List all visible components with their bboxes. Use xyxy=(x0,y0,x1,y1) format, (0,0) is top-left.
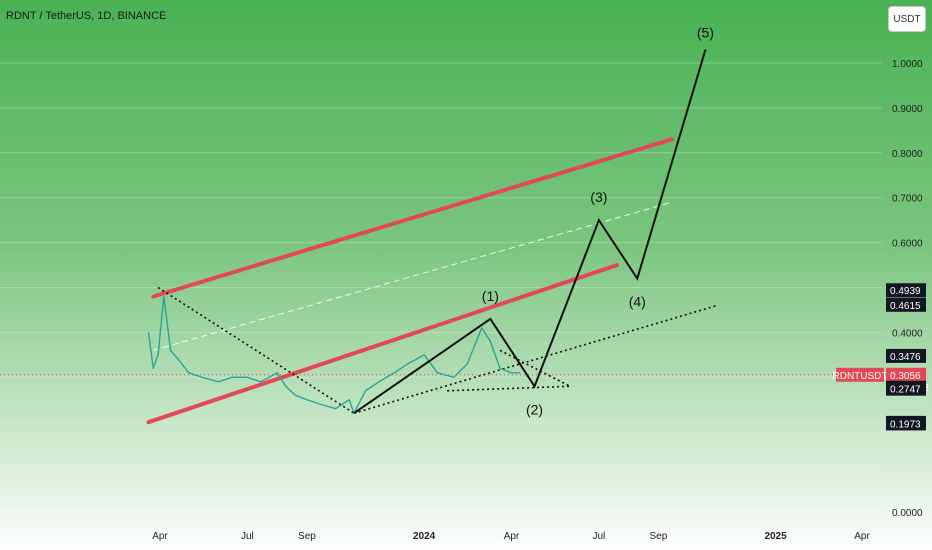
x-tick-label: 2024 xyxy=(413,531,436,542)
x-tick-label: Apr xyxy=(504,531,520,542)
price-tag-label: 0.3476 xyxy=(890,352,921,363)
wave-label: (4) xyxy=(629,294,646,310)
price-tag-label: 0.2747 xyxy=(890,385,921,396)
y-tick-label: 1.0000 xyxy=(892,59,923,70)
wave-label: (3) xyxy=(590,189,607,205)
y-tick-label: 0.6000 xyxy=(892,239,923,250)
unit-button[interactable]: USDT xyxy=(888,6,926,32)
y-tick-label: 0.0000 xyxy=(892,508,923,519)
price-tag xyxy=(886,283,926,298)
channel-lower-line xyxy=(146,263,620,425)
wave-label: (5) xyxy=(697,25,714,41)
y-tick-label: 0.9000 xyxy=(892,104,923,115)
x-tick-label: Apr xyxy=(152,531,168,542)
triangle-lower-line xyxy=(447,385,571,392)
price-tag xyxy=(886,297,926,312)
y-tick-label: 0.7000 xyxy=(892,194,923,205)
channel-upper-line xyxy=(151,137,674,299)
ascending-support-line xyxy=(353,304,718,414)
price-tag-label: 0.4615 xyxy=(890,301,921,312)
symbol-tag xyxy=(836,367,884,382)
x-tick-label: Jul xyxy=(592,531,605,542)
x-tick-label: Jul xyxy=(241,531,254,542)
x-tick-label: 2025 xyxy=(764,531,787,542)
x-tick-label: Sep xyxy=(650,531,668,542)
wave-label: (2) xyxy=(526,401,543,417)
y-tick-label: 0.8000 xyxy=(892,149,923,160)
chart-title: RDNT / TetherUS, 1D, BINANCE xyxy=(6,10,167,22)
wave-label: (1) xyxy=(482,288,499,304)
price-tag-label: 0.1973 xyxy=(890,419,921,430)
current-price-value: 0.3056 xyxy=(890,371,921,382)
price-tag xyxy=(886,416,926,431)
price-series-line xyxy=(147,295,521,414)
symbol-tag-label: RDNTUSDT xyxy=(833,371,888,382)
x-tick-label: Sep xyxy=(298,531,316,542)
triangle-upper-line xyxy=(499,349,571,387)
descending-trendline xyxy=(157,286,355,414)
price-tag xyxy=(886,381,926,396)
elliott-wave-path xyxy=(353,49,707,415)
channel-midline xyxy=(153,201,672,351)
price-tag-label: 0.4939 xyxy=(890,286,921,297)
price-tag xyxy=(886,348,926,363)
x-tick-label: Apr xyxy=(854,531,870,542)
y-tick-label: 0.4000 xyxy=(892,328,923,339)
